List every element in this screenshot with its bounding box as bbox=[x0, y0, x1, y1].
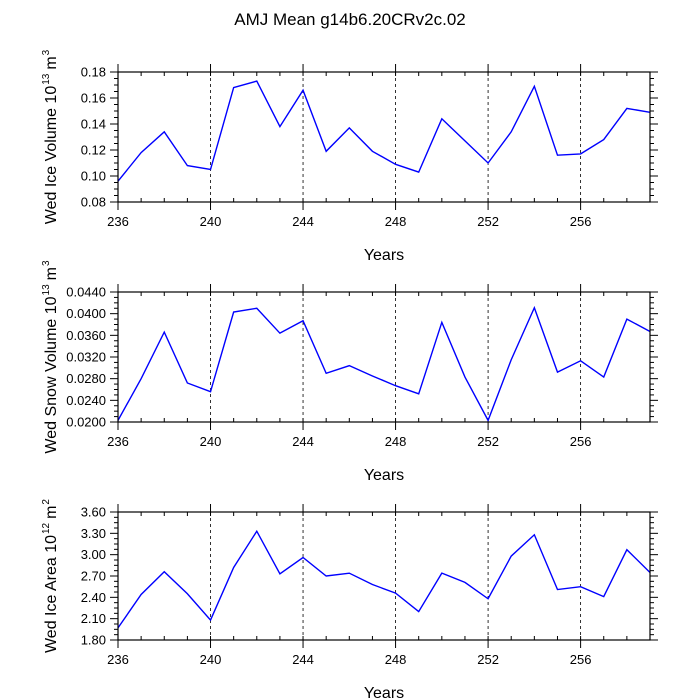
x-tick-label: 244 bbox=[292, 434, 314, 449]
y-tick-label: 0.0280 bbox=[66, 371, 106, 386]
plot-frame bbox=[117, 511, 651, 641]
x-tick-label: 256 bbox=[570, 434, 592, 449]
x-axis-title: Years bbox=[364, 247, 404, 264]
y-tick-label: 0.0200 bbox=[66, 415, 106, 430]
x-tick-label: 256 bbox=[570, 652, 592, 667]
x-tick-label: 248 bbox=[385, 434, 407, 449]
x-tick-label: 236 bbox=[107, 214, 129, 229]
y-tick-label: 0.0240 bbox=[66, 393, 106, 408]
x-axis-title: Years bbox=[364, 685, 404, 700]
y-tick-label: 2.10 bbox=[81, 611, 106, 626]
y-axis-title: Wed Snow Volume 1013m3 bbox=[41, 260, 60, 454]
series-line bbox=[117, 529, 651, 629]
y-tick-label: 3.30 bbox=[81, 526, 106, 541]
y-tick-label: 0.0400 bbox=[66, 306, 106, 321]
panel-ice-volume: 236 240 244 248 252 256 0.08 0.10 0.12 0.14 0.16 0.… bbox=[41, 49, 658, 264]
y-tick-label: 0.0360 bbox=[66, 328, 106, 343]
y-tick-label: 3.00 bbox=[81, 547, 106, 562]
x-tick-label: 244 bbox=[292, 214, 314, 229]
y-tick-label: 0.0320 bbox=[66, 350, 106, 365]
x-tick-label: 248 bbox=[385, 652, 407, 667]
y-tick-label: 0.16 bbox=[81, 91, 106, 106]
chart-title: AMJ Mean g14b6.20CRv2c.02 bbox=[234, 10, 466, 29]
y-tick-label: 0.08 bbox=[81, 195, 106, 210]
y-axis-title: Wed Ice Volume 1013m3 bbox=[41, 49, 60, 224]
y-tick-label: 0.18 bbox=[81, 65, 106, 80]
plot-frame bbox=[117, 71, 651, 203]
y-tick-label: 3.60 bbox=[81, 505, 106, 520]
x-tick-label: 236 bbox=[107, 652, 129, 667]
x-tick-label: 252 bbox=[477, 214, 499, 229]
series-line bbox=[117, 80, 651, 182]
x-tick-label: 256 bbox=[570, 214, 592, 229]
x-axis-title: Years bbox=[364, 467, 404, 484]
x-tick-label: 240 bbox=[200, 652, 222, 667]
panel-ice-area: 236 240 244 248 252 256 1.80 2.10 2.40 2.70 3.00 3.… bbox=[41, 499, 658, 700]
x-tick-label: 240 bbox=[200, 434, 222, 449]
x-tick-label: 248 bbox=[385, 214, 407, 229]
y-tick-label: 2.40 bbox=[81, 590, 106, 605]
panel-snow-volume: 236 240 244 248 252 256 0.0200 0.0240 0.0280 0.03… bbox=[41, 260, 658, 484]
series-line bbox=[117, 305, 651, 423]
y-tick-label: 0.12 bbox=[81, 143, 106, 158]
x-tick-label: 252 bbox=[477, 434, 499, 449]
x-tick-label: 252 bbox=[477, 652, 499, 667]
y-tick-label: 0.10 bbox=[81, 169, 106, 184]
y-axis-title: Wed Ice Area 1012m2 bbox=[41, 499, 60, 653]
x-tick-label: 240 bbox=[200, 214, 222, 229]
x-tick-label: 244 bbox=[292, 652, 314, 667]
y-tick-label: 1.80 bbox=[81, 633, 106, 648]
y-tick-label: 2.70 bbox=[81, 569, 106, 584]
y-tick-label: 0.0440 bbox=[66, 285, 106, 300]
x-tick-label: 236 bbox=[107, 434, 129, 449]
plot-frame bbox=[117, 291, 651, 423]
y-tick-label: 0.14 bbox=[81, 117, 106, 132]
